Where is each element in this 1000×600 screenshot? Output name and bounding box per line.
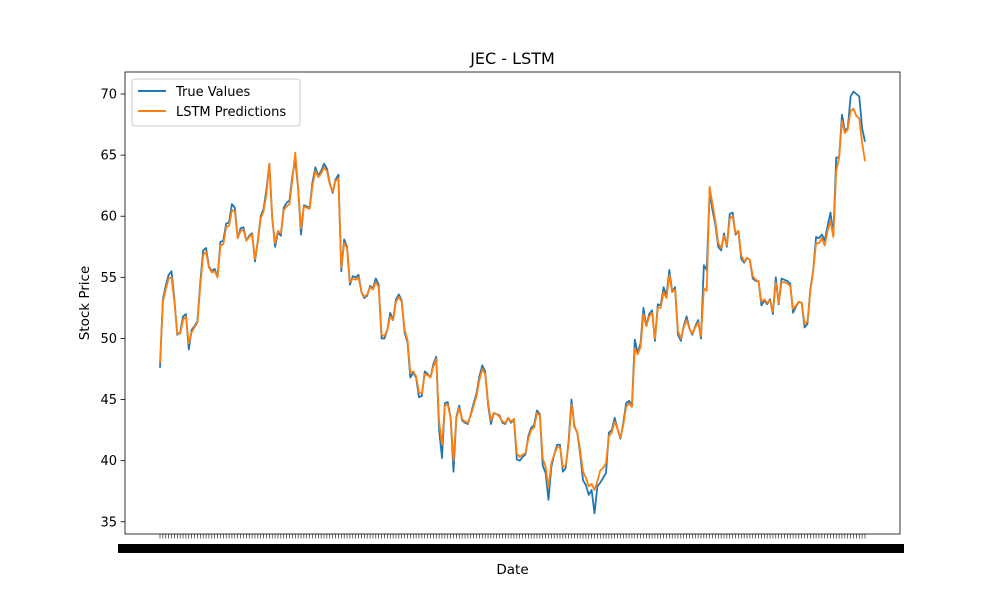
y-tick-label: 55	[100, 271, 117, 286]
y-tick-label: 45	[100, 393, 117, 408]
y-axis-ticks: 35 40 45 50 55 60 65 70	[100, 88, 125, 530]
series-line-lstm-predictions	[159, 107, 866, 491]
x-axis-ticks	[118, 534, 904, 553]
y-tick-label: 50	[100, 332, 117, 347]
plot-area: 35 40 45 50 55 60 65 70	[100, 71, 904, 553]
plot-frame	[124, 71, 901, 535]
y-tick-label: 65	[100, 149, 117, 164]
legend-label-lstm-predictions: LSTM Predictions	[176, 105, 286, 120]
y-tick-label: 70	[100, 88, 117, 103]
y-tick-label: 35	[100, 515, 117, 530]
legend-box	[131, 78, 301, 127]
y-tick-label: 40	[100, 454, 117, 469]
y-axis-title: Stock Price	[77, 266, 93, 341]
x-axis-title: Date	[496, 562, 528, 578]
chart-title: JEC - LSTM	[469, 49, 555, 68]
y-tick-label: 60	[100, 210, 117, 225]
series-lines	[159, 90, 866, 515]
legend: True Values LSTM Predictions	[131, 78, 301, 127]
legend-label-true-values: True Values	[175, 85, 250, 100]
x-tick-labels-overlap	[118, 544, 904, 553]
